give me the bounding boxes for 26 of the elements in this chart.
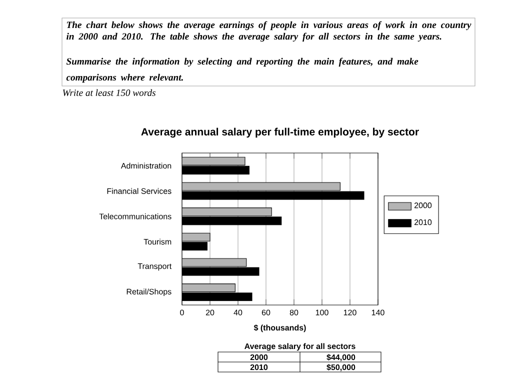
x-tick-label: 60: [262, 310, 270, 316]
text: The chart below shows the average earnings of people in various areas of work in one country in 2000 and 2010. The table shows the average salary for all sectors in the same years.: [66, 21, 472, 42]
x-tick-label: 100: [316, 310, 328, 316]
y-tick-label: Retail/Shops: [126, 288, 172, 296]
chart-title: Average annual salary per full-time employee, by sector: [141, 128, 419, 138]
y-tick-label: Transport: [138, 263, 172, 271]
text: Write at least 150 words: [62, 89, 156, 96]
text: 2000: [250, 354, 268, 360]
y-tick-label: Financial Services: [107, 188, 172, 194]
x-tick-label: 80: [290, 310, 298, 316]
x-tick-label: 0: [180, 310, 184, 316]
legend-label: 2010: [414, 219, 432, 226]
text: $50,000: [326, 364, 356, 372]
y-tick-label: Telecommunications: [99, 213, 172, 220]
text: Summarise the information by selecting and reporting the main features, and make comparisons where relevant.: [66, 58, 418, 83]
x-tick-label: 120: [344, 310, 356, 316]
x-tick-label: 20: [206, 310, 214, 316]
x-tick-label: 40: [234, 310, 242, 316]
text: 2010: [250, 364, 268, 370]
text: $44,000: [326, 354, 356, 362]
x-axis-title: $ (thousands): [254, 324, 306, 332]
y-tick-label: Administration: [120, 162, 172, 169]
legend-label: 2000: [414, 202, 432, 208]
x-tick-label: 140: [372, 310, 384, 316]
text: Average salary for all sectors: [244, 343, 356, 351]
y-tick-label: Tourism: [144, 238, 172, 245]
